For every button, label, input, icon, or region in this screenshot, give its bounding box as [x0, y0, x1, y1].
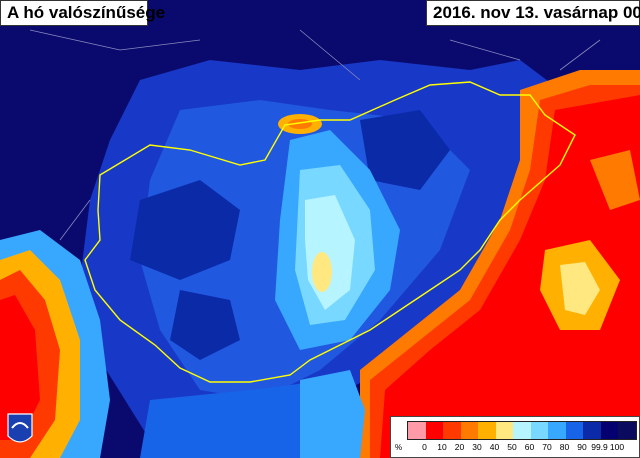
legend-tick: 30	[472, 442, 482, 452]
forecast-datetime: 2016. nov 13. vasárnap 00:00	[426, 0, 640, 26]
legend-tick-labels: 0 10 20 30 40 50 60 70 80 90 99.9 100	[407, 442, 639, 454]
color-legend: % 0 10 20 30 40 50 60 70 80 90 99.9 100	[390, 416, 640, 458]
legend-tick: 60	[524, 442, 535, 452]
legend-tick: 80	[559, 442, 570, 452]
legend-swatch	[548, 422, 566, 439]
page-title: A hó valószínűsége	[0, 0, 165, 26]
legend-tick: 40	[489, 442, 500, 452]
legend-swatch	[425, 422, 443, 439]
legend-swatch	[460, 422, 478, 439]
legend-swatches	[407, 421, 637, 440]
legend-unit: %	[395, 443, 403, 452]
legend-tick: 70	[542, 442, 552, 452]
legend-swatch	[478, 422, 496, 439]
legend-tick: 0	[422, 442, 427, 452]
legend-swatch	[408, 422, 426, 439]
legend-swatch	[565, 422, 583, 439]
legend-tick: 100	[609, 442, 625, 452]
legend-tick: 50	[507, 442, 517, 452]
legend-swatch	[618, 422, 636, 439]
legend-swatch	[495, 422, 513, 439]
legend-tick: 99.9	[591, 442, 608, 452]
legend-swatch	[513, 422, 531, 439]
omsz-logo-icon	[6, 412, 34, 448]
legend-swatch	[600, 422, 618, 439]
legend-tick: 90	[577, 442, 587, 452]
legend-swatch	[583, 422, 601, 439]
legend-swatch	[530, 422, 548, 439]
legend-swatch	[443, 422, 461, 439]
legend-tick: 10	[437, 442, 447, 452]
legend-tick: 20	[454, 442, 465, 452]
